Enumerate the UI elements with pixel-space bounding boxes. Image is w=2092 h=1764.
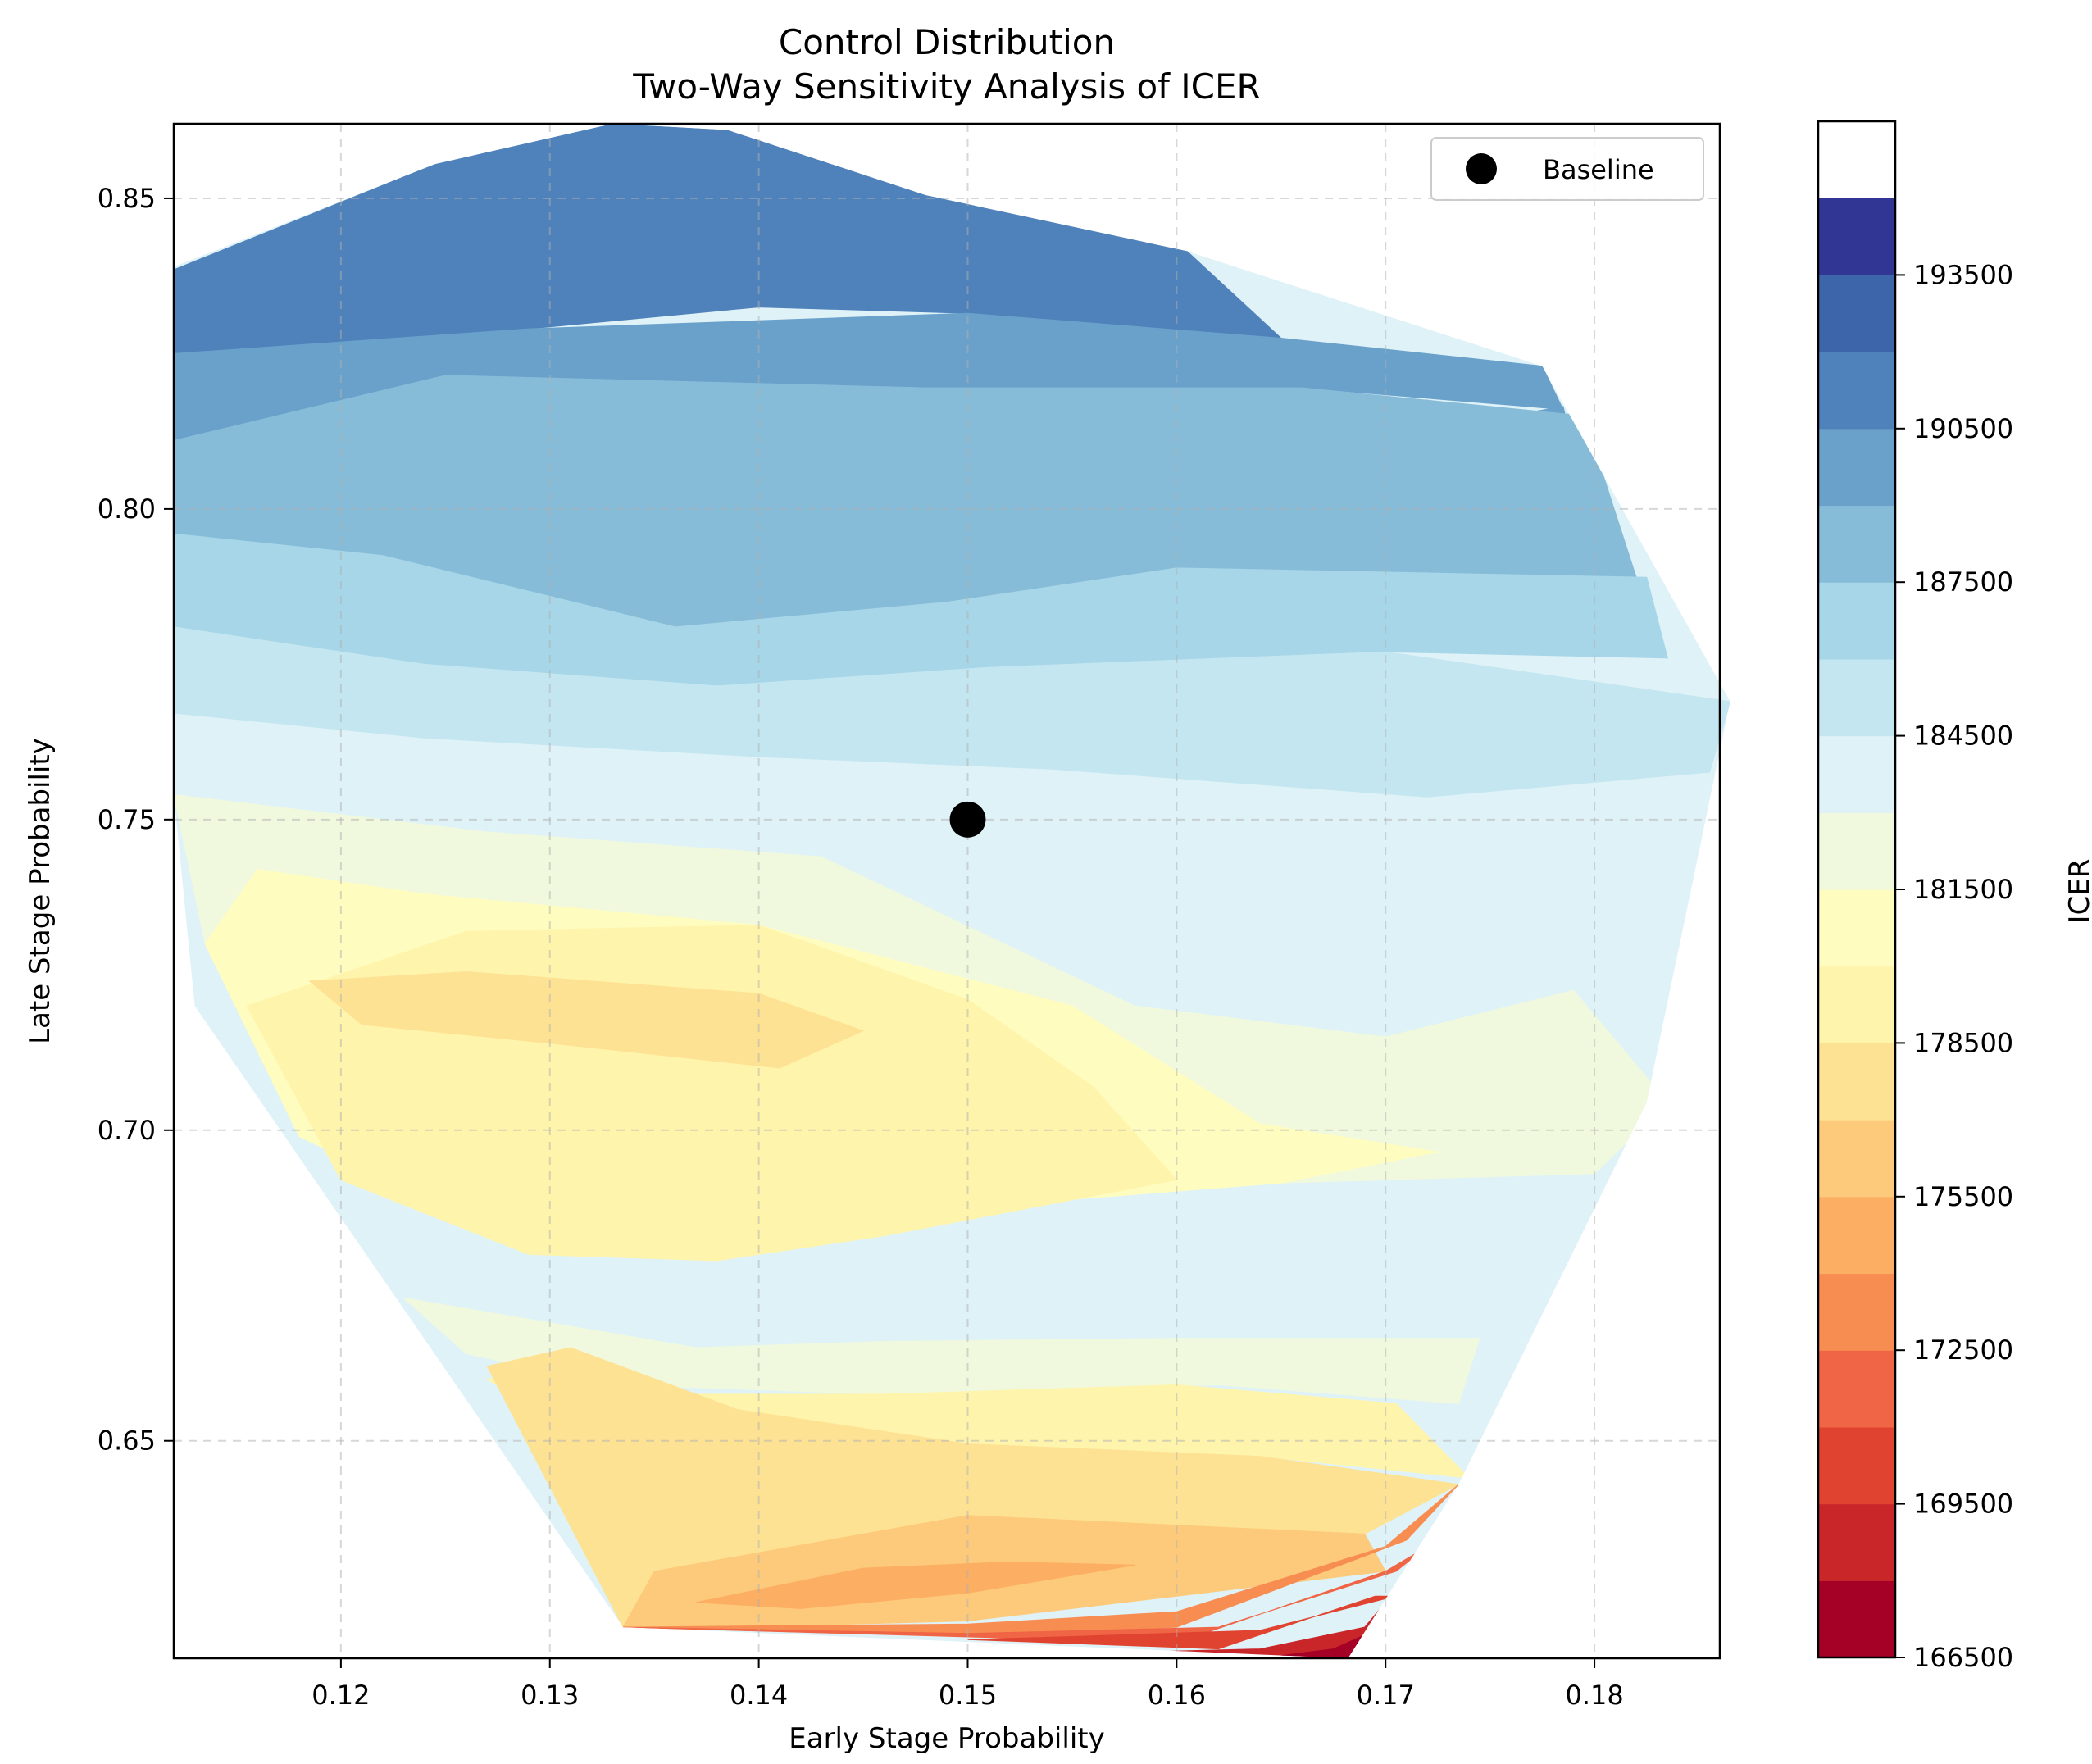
colorbar-segment: [1818, 889, 1895, 967]
colorbar-segment: [1818, 582, 1895, 660]
y-axis-label: Late Stage Probability: [24, 738, 57, 1044]
y-tick-label: 0.75: [98, 804, 156, 835]
x-tick-label: 0.12: [312, 1680, 370, 1711]
colorbar-tick-label: 193500: [1913, 259, 2013, 290]
colorbar-segment: [1818, 1043, 1895, 1121]
y-tick-label: 0.65: [98, 1425, 156, 1457]
colorbar-segment: [1818, 966, 1895, 1043]
baseline-point: [949, 801, 986, 838]
contour-region: [696, 1561, 1135, 1609]
x-axis: 0.12 0.13 0.14 0.15 0.16 0.17 0.18: [312, 1658, 1624, 1711]
legend-baseline-marker: [1466, 153, 1497, 184]
y-axis: 0.65 0.70 0.75 0.80 0.85: [98, 183, 174, 1457]
baseline-layer: [949, 801, 986, 838]
colorbar-segment: [1818, 505, 1895, 583]
x-axis-label: Early Stage Probability: [789, 1722, 1104, 1755]
colorbar-tick-label: 181500: [1913, 874, 2013, 905]
colorbar-segment: [1818, 1350, 1895, 1428]
chart-title: Control Distribution: [779, 22, 1115, 62]
colorbar-segment: [1818, 735, 1895, 813]
x-tick-label: 0.15: [939, 1680, 997, 1711]
colorbar-segment: [1818, 1503, 1895, 1581]
colorbar-segment: [1818, 198, 1895, 275]
colorbar-tick-label: 172500: [1913, 1334, 2013, 1366]
colorbar: 166500 169500 172500 175500 178500 181500 1845…: [1817, 120, 2013, 1673]
colorbar-segment: [1818, 812, 1895, 890]
y-tick-label: 0.85: [98, 183, 156, 214]
colorbar-segment: [1818, 275, 1895, 352]
y-tick-label: 0.70: [98, 1115, 156, 1146]
contour-layer: [174, 124, 1730, 1658]
x-tick-label: 0.16: [1148, 1680, 1206, 1711]
legend: Baseline: [1430, 137, 1704, 201]
colorbar-segment: [1818, 1580, 1895, 1658]
x-tick-label: 0.18: [1565, 1680, 1623, 1711]
colorbar-tick-label: 169500: [1913, 1489, 2013, 1520]
x-tick-label: 0.17: [1357, 1680, 1415, 1711]
colorbar-tick-label: 175500: [1913, 1181, 2013, 1212]
legend-box: [1430, 137, 1704, 201]
colorbar-label: ICER: [2063, 859, 2092, 924]
colorbar-segment: [1818, 1120, 1895, 1198]
plot-frame: [172, 122, 1721, 1660]
legend-baseline-label: Baseline: [1543, 154, 1654, 185]
colorbar-tick-label: 190500: [1913, 413, 2013, 444]
colorbar-segment: [1818, 428, 1895, 507]
plot-area: [172, 122, 1730, 1660]
chart-subtitle: Two-Way Sensitivity Analysis of ICER: [632, 66, 1260, 107]
x-tick-label: 0.14: [730, 1680, 788, 1711]
colorbar-segment: [1818, 352, 1895, 430]
colorbar-segment: [1818, 1196, 1895, 1275]
colorbar-tick-label: 187500: [1913, 566, 2013, 598]
colorbar-tick-label: 184500: [1913, 721, 2013, 752]
x-tick-label: 0.13: [521, 1680, 579, 1711]
y-tick-label: 0.80: [98, 493, 156, 525]
colorbar-tick-label: 178500: [1913, 1027, 2013, 1058]
grid-layer: [174, 124, 1720, 1658]
colorbar-segment: [1818, 1273, 1895, 1351]
colorbar-tick-label: 166500: [1913, 1642, 2013, 1673]
contour-region: [308, 971, 865, 1069]
colorbar-segment: [1818, 658, 1895, 737]
colorbar-segment: [1818, 1426, 1895, 1505]
